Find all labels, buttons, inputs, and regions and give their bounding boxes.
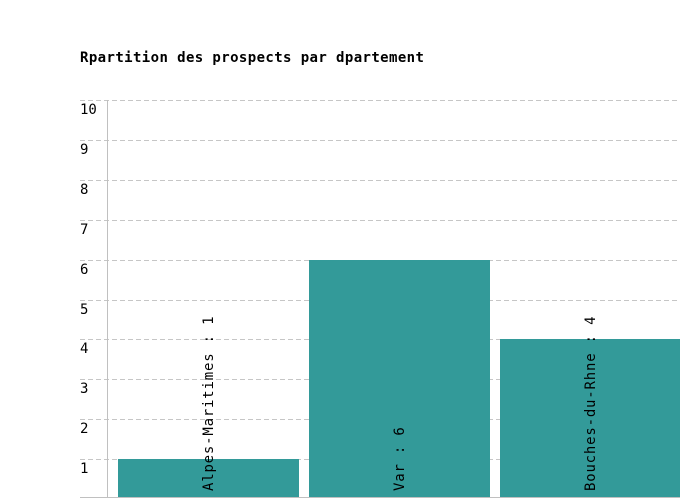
y-tick-label: 3 [80, 381, 89, 398]
gridline [80, 179, 680, 181]
y-tick-label: 2 [80, 421, 89, 438]
bar-value-label: Alpes-Maritimes : 1 [200, 315, 217, 491]
bar [309, 259, 490, 497]
gridline [80, 100, 680, 101]
bar [118, 459, 299, 497]
chart-title: Rpartition des prospects par dpartement [80, 50, 425, 66]
bar [500, 339, 680, 497]
y-tick-label: 6 [80, 261, 89, 278]
y-tick-label: 7 [80, 221, 89, 238]
gridline [80, 139, 680, 141]
x-axis-line [80, 497, 680, 498]
y-tick-label: 5 [80, 301, 89, 318]
y-tick-label: 4 [80, 341, 89, 358]
y-tick-label: 9 [80, 141, 89, 158]
y-tick-label: 8 [80, 181, 89, 198]
gridline [80, 219, 680, 221]
bar-value-label: Var : 6 [391, 426, 408, 491]
y-tick-label: 10 [80, 102, 97, 118]
bar-value-label: Bouches-du-Rhne : 4 [582, 315, 599, 491]
y-tick-label: 1 [80, 461, 89, 478]
y-axis-line [107, 100, 108, 497]
